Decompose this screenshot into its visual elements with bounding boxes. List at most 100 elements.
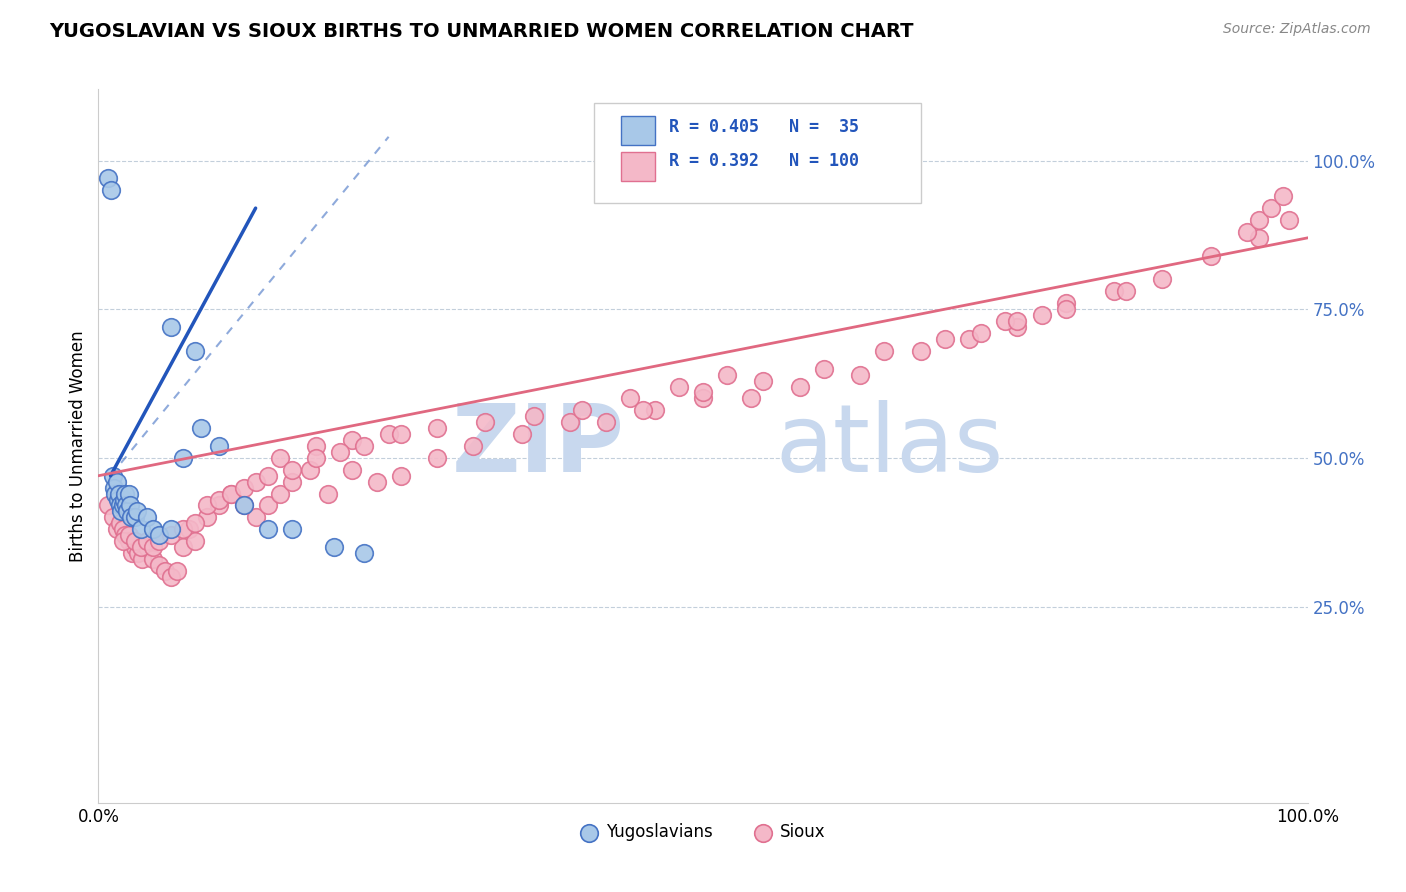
Point [97,499,120,513]
Point [323,540,346,554]
Point [124,540,146,554]
Point [256,522,278,536]
Point [135,534,157,549]
Point [124,510,146,524]
Point [463,439,485,453]
Point [849,368,872,382]
Point [160,522,183,536]
Point [129,540,152,554]
Point [111,499,134,513]
Point [108,516,131,531]
Text: Source: ZipAtlas.com: Source: ZipAtlas.com [1223,22,1371,37]
Point [118,534,141,549]
Point [135,510,157,524]
Point [117,504,139,518]
Point [256,499,278,513]
Point [127,546,149,560]
Text: R = 0.392   N = 100: R = 0.392 N = 100 [669,152,859,170]
Point [103,481,125,495]
Point [245,475,267,489]
Point [474,415,496,429]
Point [389,468,412,483]
Point [631,403,654,417]
Point [221,486,243,500]
Point [813,361,835,376]
Point [135,540,157,554]
Point [208,499,231,513]
Point [644,403,666,417]
Point [1249,213,1271,227]
Point [692,392,714,406]
Point [172,522,194,536]
Y-axis label: Births to Unmarried Women: Births to Unmarried Women [69,330,87,562]
Point [190,421,212,435]
Text: atlas: atlas [776,400,1004,492]
Point [184,516,207,531]
Point [1199,249,1222,263]
Point [305,450,328,465]
Point [1272,189,1295,203]
Point [101,468,124,483]
Point [148,528,170,542]
Point [873,343,896,358]
Point [377,427,399,442]
Point [668,379,690,393]
Point [558,415,581,429]
Point [571,403,593,417]
Point [118,499,141,513]
Point [692,385,714,400]
Point [127,504,149,518]
Point [1007,320,1029,334]
Point [389,427,412,442]
Point [1260,201,1282,215]
Point [142,522,165,536]
Point [1278,213,1301,227]
Point [105,475,128,489]
Point [100,183,122,197]
Point [1115,285,1137,299]
Point [160,528,183,542]
Point [269,486,291,500]
Point [957,332,980,346]
Point [994,314,1017,328]
Point [269,450,291,465]
Point [232,499,254,513]
Point [104,486,127,500]
Point [97,171,120,186]
Point [166,564,188,578]
Point [934,332,956,346]
Point [114,486,136,500]
Point [752,374,775,388]
Point [353,546,375,560]
Point [118,528,141,542]
Point [208,492,231,507]
Point [366,475,388,489]
Point [153,564,176,578]
Point [342,463,364,477]
Point [172,540,194,554]
Point [101,510,124,524]
Point [131,552,153,566]
Point [232,481,254,495]
Point [107,492,129,507]
Point [281,475,304,489]
Point [299,463,322,477]
Legend: Yugoslavians, Sioux: Yugoslavians, Sioux [574,817,832,848]
Text: YUGOSLAVIAN VS SIOUX BIRTHS TO UNMARRIED WOMEN CORRELATION CHART: YUGOSLAVIAN VS SIOUX BIRTHS TO UNMARRIED… [49,22,914,41]
Point [316,486,339,500]
Point [195,499,218,513]
Point [112,492,135,507]
Point [1249,231,1271,245]
Point [426,421,449,435]
Point [121,546,143,560]
Point [426,450,449,465]
Point [910,343,932,358]
Point [740,392,762,406]
Point [118,486,141,500]
Point [179,522,201,536]
Text: ZIP: ZIP [451,400,624,492]
Point [108,486,131,500]
Point [142,552,165,566]
Point [184,343,207,358]
Point [221,486,243,500]
